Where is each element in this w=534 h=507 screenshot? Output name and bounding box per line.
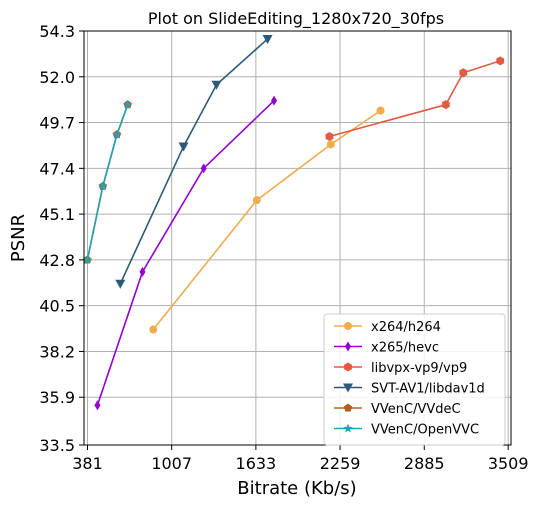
data-point (271, 96, 277, 106)
series-line (87, 105, 127, 260)
data-point (179, 142, 189, 151)
y-tick-label: 35.9 (39, 388, 75, 407)
data-point (253, 196, 261, 204)
y-tick-label: 52.0 (39, 68, 75, 87)
x-tick-label: 1633 (236, 454, 277, 473)
x-tick-label: 1007 (151, 454, 192, 473)
y-tick-label: 40.5 (39, 297, 75, 316)
data-point (211, 81, 221, 90)
series-line (329, 61, 500, 137)
series-5 (83, 100, 133, 264)
data-point (94, 400, 100, 410)
y-axis-label: PSNR (8, 214, 29, 262)
series-2 (326, 56, 505, 141)
series-line (120, 39, 267, 284)
data-point (149, 326, 157, 334)
y-tick-label: 47.4 (39, 159, 75, 178)
data-point (115, 280, 125, 289)
x-axis-label: Bitrate (Kb/s) (237, 478, 356, 499)
legend-label: x264/h264 (371, 320, 441, 335)
legend-label: x265/hevc (371, 341, 439, 356)
data-point (326, 132, 334, 141)
series-4 (83, 100, 132, 263)
y-tick-label: 33.5 (39, 436, 75, 455)
data-point (377, 107, 385, 115)
legend: x264/h264 x265/hevc libvpx-vp9/vp9 SVT-AV1/… (324, 314, 505, 445)
data-point (442, 100, 450, 109)
x-tick-label: 3509 (488, 454, 529, 473)
data-point (459, 68, 467, 77)
series-3 (115, 35, 272, 289)
legend-label: SVT-AV1/libdav1d (371, 382, 485, 397)
x-tick-label: 2885 (404, 454, 445, 473)
legend-label: VVenC/VVdeC (371, 402, 461, 417)
y-tick-label: 45.1 (39, 205, 75, 224)
legend-label: libvpx-vp9/vp9 (371, 361, 467, 376)
legend-label: VVenC/OpenVVC (371, 423, 479, 438)
data-point (496, 56, 504, 65)
y-tick-label: 49.7 (39, 114, 75, 133)
data-point (327, 140, 335, 148)
legend-marker (344, 322, 352, 330)
y-tick-label: 38.2 (39, 342, 75, 361)
series-0 (149, 107, 384, 334)
y-tick-label: 42.8 (39, 251, 75, 270)
y-tick-label: 54.3 (39, 22, 75, 41)
x-tick-label: 381 (72, 454, 103, 473)
chart-title: Plot on SlideEditing_1280x720_30fps (148, 9, 444, 29)
x-tick-label: 2259 (320, 454, 361, 473)
series-line (87, 105, 127, 260)
